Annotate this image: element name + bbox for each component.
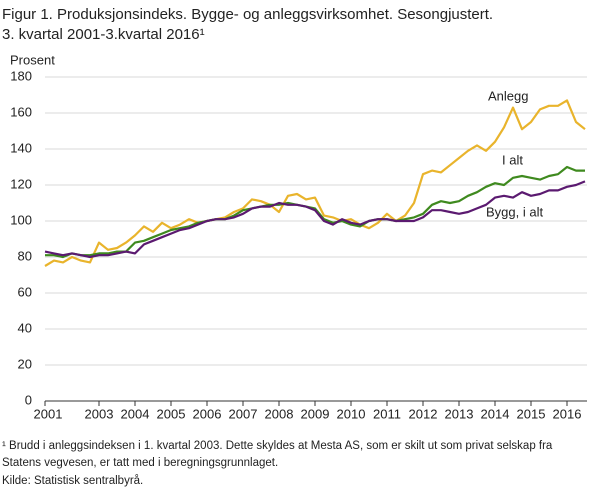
y-tick-label: 40 <box>18 320 32 335</box>
x-tick-label: 2009 <box>301 406 330 421</box>
y-tick-label: 0 <box>25 392 32 407</box>
y-axis-label: Prosent <box>10 52 55 67</box>
footnote: ¹ Brudd i anleggsindeksen i 1. kvartal 2… <box>2 440 553 452</box>
x-tick-label: 2016 <box>553 406 582 421</box>
x-tick-label: 2015 <box>517 406 546 421</box>
chart-title: Figur 1. Produksjonsindeks. Bygge- og an… <box>2 6 493 23</box>
x-tick-label: 2010 <box>337 406 366 421</box>
source: Kilde: Statistisk sentralbyrå. <box>2 475 143 487</box>
y-tick-label: 100 <box>10 212 32 227</box>
y-tick-label: 60 <box>18 284 32 299</box>
y-tick-label: 80 <box>18 248 32 263</box>
series-label: Bygg, i alt <box>486 204 543 219</box>
y-tick-label: 20 <box>18 356 32 371</box>
x-tick-label: 2013 <box>445 406 474 421</box>
series-label: I alt <box>502 152 523 167</box>
series-label: Anlegg <box>488 88 528 103</box>
series-line <box>45 165 585 259</box>
series-line <box>44 99 586 267</box>
x-tick-label: 2008 <box>265 406 294 421</box>
x-tick-label: 2012 <box>409 406 438 421</box>
y-tick-label: 180 <box>10 68 32 83</box>
x-tick-label: 2004 <box>121 406 150 421</box>
x-tick-label: 2006 <box>193 406 222 421</box>
footnote: Statens vegvesen, er tatt med i beregnin… <box>2 457 278 469</box>
x-tick-label: 2007 <box>229 406 258 421</box>
x-tick-label: 2011 <box>373 406 401 421</box>
y-tick-label: 140 <box>10 140 32 155</box>
y-tick-label: 160 <box>10 104 32 119</box>
series-line <box>44 180 586 259</box>
x-tick-label: 2005 <box>157 406 186 421</box>
x-tick-label: 2014 <box>481 406 510 421</box>
x-tick-label: 2001 <box>34 406 63 421</box>
chart-title: 3. kvartal 2001-3.kvartal 2016¹ <box>2 26 205 43</box>
y-tick-label: 120 <box>10 176 32 191</box>
x-tick-label: 2003 <box>85 406 114 421</box>
